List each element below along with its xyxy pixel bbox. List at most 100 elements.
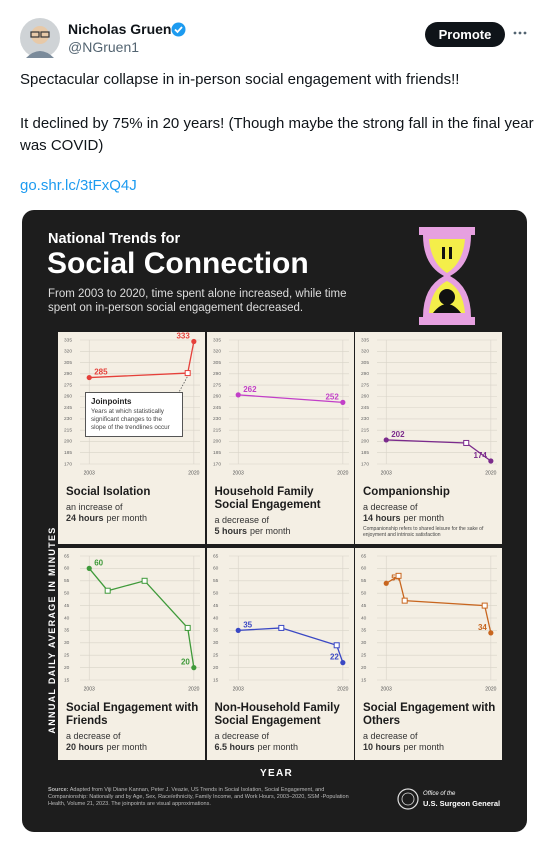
description-suffix: per month	[106, 513, 148, 523]
y-tick-label: 320	[64, 349, 72, 355]
y-tick-label: 55	[361, 578, 367, 584]
y-tick-label: 45	[64, 603, 70, 609]
y-tick-label: 230	[361, 416, 369, 422]
end-point	[235, 392, 241, 398]
joinpoint	[395, 572, 402, 579]
office-kicker: Office of the	[423, 791, 456, 797]
y-tick-label: 65	[64, 553, 70, 559]
chart-panel: 170 185 200 215 230 245 260 275 290 305 320 335 2003…	[355, 332, 502, 544]
data-label: 333	[176, 332, 190, 341]
data-label: 174	[473, 451, 487, 460]
y-tick-label: 230	[64, 416, 72, 422]
annotation-text: Years at which statistically significant…	[91, 408, 170, 431]
annotation-title: Joinpoints	[91, 397, 132, 406]
end-point	[339, 399, 345, 405]
trend-line	[237, 627, 343, 663]
panel-text: Household Family Social Engagement a decr…	[215, 486, 350, 537]
trend-line	[237, 394, 343, 404]
y-tick-label: 305	[64, 360, 72, 366]
y-tick-label: 50	[64, 590, 70, 596]
y-tick-label: 170	[361, 461, 369, 467]
y-tick-label: 35	[213, 628, 219, 634]
author-name[interactable]: Nicholas Gruen	[68, 21, 172, 37]
y-tick-label: 35	[361, 628, 367, 634]
joinpoint	[481, 602, 488, 609]
y-tick-label: 320	[213, 349, 221, 355]
chart: 170 185 200 215 230 245 260 275 290 305 320 335 2003…	[361, 337, 497, 476]
panel-description: a decrease of 20 hours per month	[66, 731, 201, 753]
tweet-text: It declined by 75% in 20 years! (Though …	[20, 115, 534, 154]
description-prefix: a decrease of	[363, 502, 418, 512]
panel-description: an increase of 24 hours per month	[66, 502, 201, 524]
joinpoint	[184, 370, 191, 377]
panel-description: a decrease of 5 hours per month	[215, 515, 350, 537]
more-menu[interactable]	[512, 30, 528, 36]
y-tick-label: 35	[64, 628, 70, 634]
y-tick-label: 40	[361, 615, 367, 621]
y-tick-label: 15	[64, 677, 70, 683]
y-tick-label: 245	[64, 405, 72, 411]
kicker: National Trends for	[48, 231, 181, 247]
data-label: 252	[325, 392, 339, 401]
source-label: Source:	[48, 787, 69, 793]
y-tick-label: 260	[361, 394, 369, 400]
y-tick-label: 200	[213, 439, 221, 445]
y-tick-label: 200	[361, 439, 369, 445]
description-suffix: per month	[257, 742, 299, 752]
end-point	[235, 627, 241, 633]
description-amount: 6.5 hours	[214, 742, 255, 752]
annotation-box: Joinpoints Years at which statistically s…	[85, 392, 183, 437]
y-tick-label: 290	[361, 371, 369, 377]
y-tick-label: 20	[213, 665, 219, 671]
joinpoint	[277, 624, 284, 631]
data-label: 262	[243, 385, 257, 394]
y-tick-label: 50	[361, 590, 367, 596]
chart: 15 20 25 30 35 40 45 50 55 60 65 2003 2020 35 22	[213, 553, 349, 692]
description-suffix: per month	[250, 526, 291, 536]
x-tick-label: 2003	[232, 686, 243, 692]
y-tick-label: 65	[361, 553, 367, 559]
description-suffix: per month	[403, 513, 445, 523]
end-point	[339, 660, 345, 666]
y-tick-label: 245	[213, 405, 221, 411]
y-tick-label: 275	[64, 382, 72, 388]
end-point	[191, 665, 197, 671]
y-tick-label: 170	[213, 461, 221, 467]
joinpoint	[184, 624, 191, 631]
x-tick-label: 2020	[337, 686, 348, 692]
promote-button[interactable]: Promote	[425, 22, 505, 47]
end-point	[488, 630, 494, 636]
description-suffix: per month	[106, 742, 148, 752]
author-handle[interactable]: @NGruen1	[68, 39, 140, 55]
data-label: 34	[478, 623, 487, 632]
panel-title: Companionship	[363, 486, 450, 498]
avatar[interactable]	[20, 18, 60, 58]
x-tick-label: 2003	[381, 686, 392, 692]
chart: 170 185 200 215 230 245 260 275 290 305 320 335 2003…	[213, 337, 349, 476]
y-tick-label: 215	[213, 427, 221, 433]
y-tick-label: 15	[361, 677, 367, 683]
y-tick-label: 185	[361, 450, 369, 456]
chart-panel: 170 185 200 215 230 245 260 275 290 305 320 335 2003…	[58, 332, 205, 544]
infographic-title: Social Connection	[47, 247, 309, 280]
y-tick-label: 45	[361, 603, 367, 609]
infographic-subtitle: From 2003 to 2020, time spent alone incr…	[48, 288, 347, 314]
y-tick-label: 245	[361, 405, 369, 411]
y-tick-label: 185	[213, 450, 221, 456]
description-amount: 5 hours	[214, 526, 248, 536]
tweet-link[interactable]: go.shr.lc/3tFxQ4J	[20, 177, 137, 194]
x-tick-label: 2020	[337, 470, 348, 476]
y-tick-label: 20	[361, 665, 367, 671]
end-point	[383, 580, 389, 586]
panel-title: Social Engagement with Friends	[66, 702, 199, 727]
y-tick-label: 25	[361, 652, 367, 658]
source: Source: Adapted from Viji Diane Kannan, …	[48, 787, 358, 808]
y-tick-label: 40	[213, 615, 219, 621]
description-amount: 24 hours	[66, 513, 104, 523]
chart: 1520253035404550556065200320205434	[361, 553, 497, 692]
y-tick-label: 30	[64, 640, 70, 646]
seal-icon	[397, 788, 419, 810]
data-label: 60	[94, 559, 103, 568]
chart-panel: 1520253035404550556065200320205434Social…	[355, 548, 502, 760]
